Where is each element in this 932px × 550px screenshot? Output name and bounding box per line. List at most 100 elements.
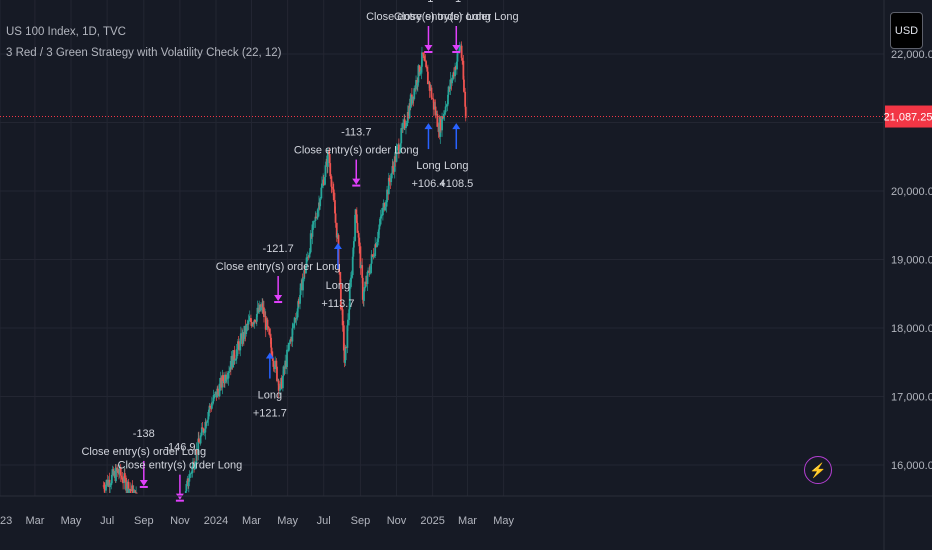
candle-body [305, 257, 308, 267]
candle-body [347, 319, 349, 326]
candle-body [234, 360, 236, 361]
indicator-title: 3 Red / 3 Green Strategy with Volatility… [6, 47, 282, 59]
x-tick-label: Mar [242, 515, 261, 527]
candle-body [191, 466, 194, 474]
candle-body [413, 88, 416, 99]
candle-body [339, 272, 342, 284]
candle-body [233, 350, 236, 361]
candle-body [376, 242, 378, 248]
candle-body [370, 254, 373, 264]
candle-body [426, 71, 429, 85]
close-order-arrowhead [452, 45, 461, 51]
candle-body [103, 485, 106, 489]
candle-body [443, 112, 446, 115]
long-entry-arrowhead [265, 352, 274, 359]
candle-body [384, 206, 387, 211]
candle-body [287, 344, 290, 350]
candle-body [352, 247, 355, 257]
close-order-label: Close entry(s) order Long [118, 460, 243, 472]
candle-body [417, 65, 420, 83]
candle-body [454, 66, 457, 70]
candle-body [387, 177, 390, 195]
close-order-arrowhead [175, 493, 184, 500]
y-tick-label: 22,000.00 [891, 49, 932, 61]
candle-body [302, 278, 304, 291]
candle-body [335, 222, 338, 238]
candle-body [368, 270, 371, 274]
candle-body [280, 378, 283, 389]
candle-body [392, 167, 395, 172]
candle-body [403, 119, 406, 129]
candle-body [274, 360, 277, 370]
candle-body [105, 484, 107, 491]
candle-body [133, 490, 136, 492]
candle-body [284, 360, 287, 369]
y-tick-label: 20,000.00 [891, 186, 932, 198]
lightning-icon[interactable]: ⚡ [804, 456, 832, 484]
candle-body [216, 388, 219, 398]
candle-body [110, 474, 113, 484]
x-tick-label: Jul [317, 515, 331, 527]
candle-body [134, 490, 137, 493]
candle-body [344, 360, 346, 363]
candle-body [422, 54, 425, 57]
candle-body [250, 321, 253, 326]
candle-body [279, 389, 281, 391]
candle-body [464, 106, 467, 118]
candle-body [390, 173, 393, 183]
candle-body [271, 357, 274, 361]
candle-body [444, 106, 447, 113]
candle-body [311, 224, 314, 237]
candle-body [396, 146, 398, 151]
candle-body [235, 358, 238, 361]
candle-body [117, 469, 120, 473]
candle-body [239, 333, 242, 339]
candle-body [334, 200, 336, 214]
candle-body [331, 186, 333, 189]
x-tick-label: Sep [134, 515, 154, 527]
candle-body [341, 309, 344, 326]
candle-body [320, 187, 323, 199]
candle-body [377, 229, 380, 239]
candle-body [216, 388, 219, 391]
long-entry-arrowhead [424, 123, 433, 130]
candle-body [328, 151, 330, 154]
candle-body [121, 477, 124, 483]
candle-body [328, 153, 331, 164]
candle-body [288, 342, 291, 345]
long-entry-label: Long [326, 280, 350, 292]
candle-body [407, 111, 410, 119]
candle-body [264, 316, 267, 330]
candle-body [303, 270, 306, 274]
candle-body [266, 319, 269, 327]
candle-body [247, 324, 249, 325]
candle-body [270, 347, 273, 358]
currency-button[interactable]: USD [890, 12, 923, 49]
candle-body [123, 473, 126, 483]
candle-body [127, 481, 130, 493]
candle-body [305, 266, 307, 274]
candle-body [354, 214, 356, 242]
candle-body [118, 467, 121, 475]
x-tick-label: Nov [387, 515, 407, 527]
candle-body [261, 303, 264, 310]
candle-body [232, 350, 235, 368]
candle-body [382, 203, 385, 208]
candle-body [192, 461, 194, 467]
candle-body [416, 82, 419, 86]
candle-body [322, 179, 325, 185]
candle-body [297, 300, 300, 304]
close-order-marker [274, 301, 283, 304]
candle-body [248, 317, 251, 321]
candle-body [350, 277, 352, 287]
candle-body [293, 318, 296, 324]
candle-body [408, 103, 411, 119]
candle-body [352, 241, 355, 248]
candle-body [250, 317, 252, 322]
candle-body [263, 307, 265, 318]
candle-body [434, 106, 437, 116]
candle-body [190, 473, 193, 475]
candle-body [350, 275, 353, 278]
x-tick-label: May [61, 515, 82, 527]
